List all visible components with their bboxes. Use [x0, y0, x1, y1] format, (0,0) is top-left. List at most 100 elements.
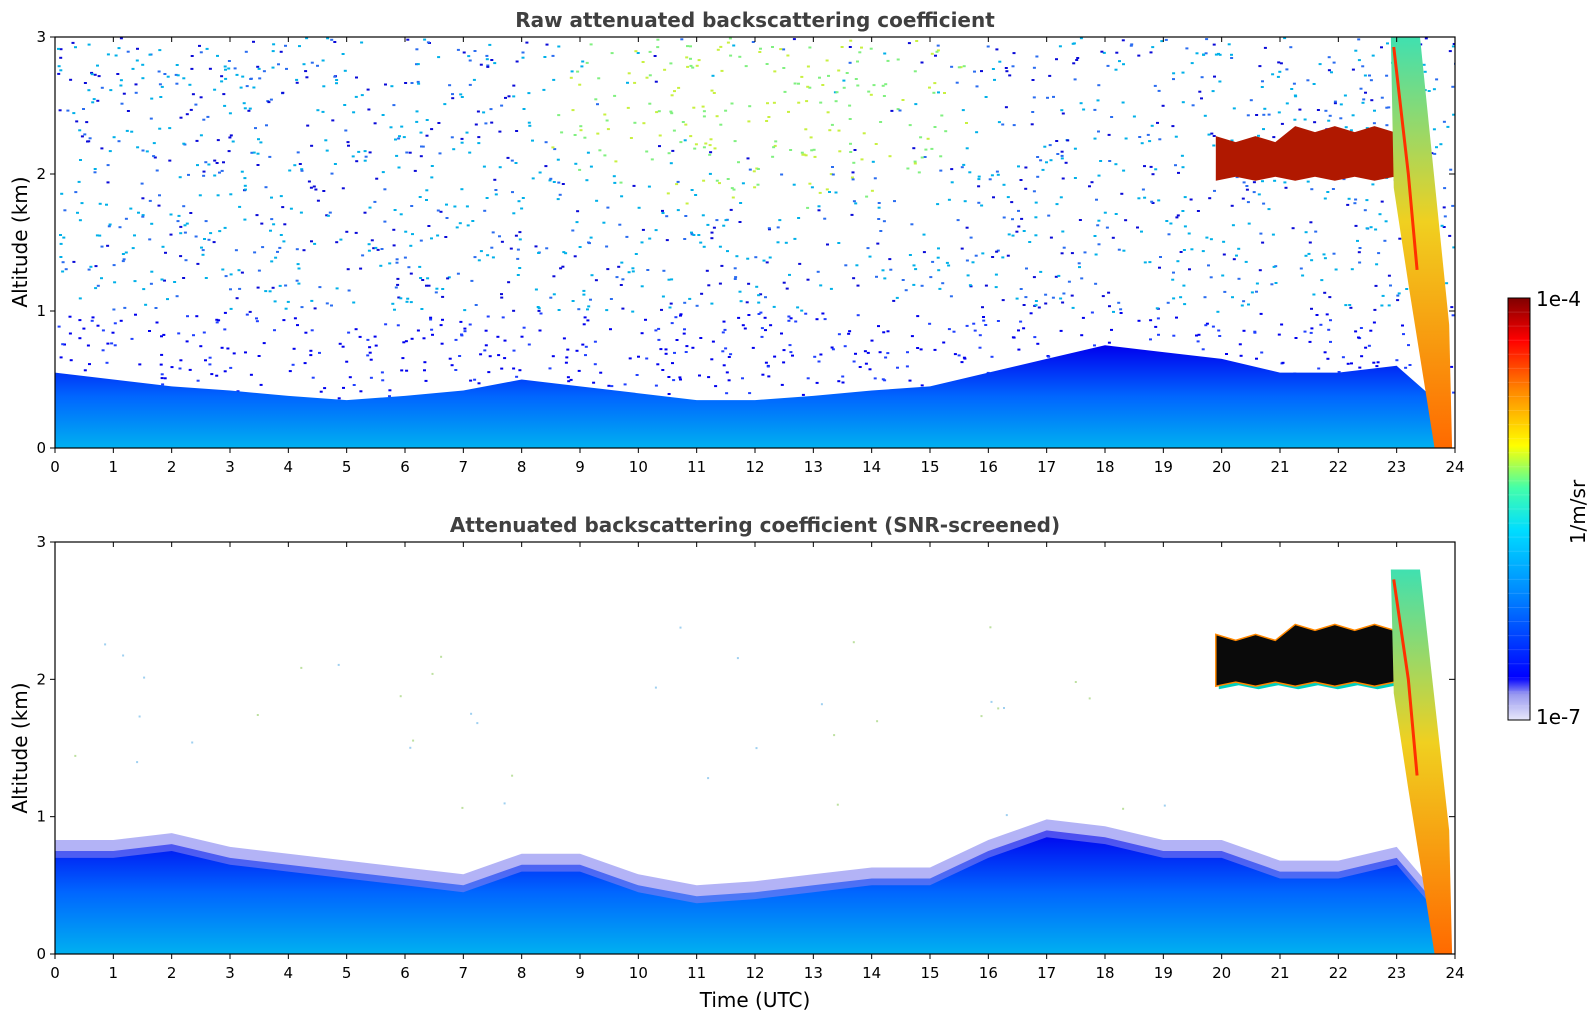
noise-speckle	[520, 335, 524, 338]
noise-speckle	[573, 134, 577, 136]
noise-speckle	[1209, 238, 1213, 241]
noise-speckle	[1357, 336, 1360, 339]
noise-speckle	[1292, 82, 1296, 85]
noise-speckle	[283, 223, 287, 226]
noise-speckle	[561, 265, 565, 268]
noise-speckle	[1075, 59, 1079, 61]
noise-speckle	[757, 294, 761, 297]
noise-speckle	[648, 237, 652, 240]
noise-speckle	[939, 169, 943, 172]
noise-speckle	[419, 131, 423, 134]
noise-speckle	[186, 315, 189, 318]
noise-speckle	[1112, 310, 1115, 313]
noise-speckle	[780, 332, 783, 335]
noise-speckle	[206, 115, 210, 118]
noise-speckle	[1019, 288, 1023, 290]
noise-speckle	[441, 295, 445, 298]
noise-speckle	[889, 268, 893, 271]
noise-speckle	[487, 371, 491, 374]
noise-speckle	[425, 199, 428, 201]
noise-speckle	[1195, 334, 1198, 337]
noise-speckle	[342, 386, 345, 389]
noise-speckle	[789, 317, 793, 320]
noise-speckle	[817, 209, 821, 212]
noise-speckle	[1148, 140, 1152, 143]
noise-speckle	[1257, 134, 1260, 137]
noise-speckle	[1329, 340, 1332, 343]
noise-speckle	[269, 98, 273, 101]
noise-speckle	[448, 84, 452, 87]
noise-speckle	[401, 357, 405, 360]
noise-speckle	[986, 45, 990, 48]
noise-speckle	[1012, 52, 1016, 55]
panel1-x-axis: 0 1 2 3 4 5 6 7 8 9 10 11 12 13 14 15 16 17 18 19 20 21 22 23 24	[50, 37, 1465, 476]
noise-speckle	[1237, 277, 1241, 280]
noise-speckle	[1129, 44, 1133, 47]
noise-speckle	[786, 54, 790, 57]
noise-speckle	[738, 290, 742, 293]
noise-speckle	[1201, 348, 1205, 351]
noise-speckle	[800, 151, 804, 154]
noise-speckle	[941, 282, 945, 285]
noise-speckle	[1175, 216, 1179, 219]
noise-speckle	[1375, 365, 1379, 368]
noise-speckle	[866, 351, 870, 354]
noise-speckle	[1099, 160, 1103, 162]
noise-speckle	[881, 269, 885, 272]
noise-speckle	[1259, 232, 1263, 235]
noise-speckle	[141, 215, 145, 218]
noise-speckle	[1255, 290, 1258, 293]
noise-speckle	[1312, 83, 1316, 85]
noise-speckle	[936, 256, 940, 259]
noise-speckle	[1247, 222, 1251, 225]
noise-speckle	[497, 354, 501, 357]
noise-speckle	[360, 41, 364, 44]
noise-speckle	[837, 242, 841, 244]
noise-speckle	[509, 247, 513, 250]
noise-speckle	[196, 379, 200, 382]
noise-speckle	[278, 246, 282, 249]
noise-speckle	[1120, 192, 1124, 195]
noise-speckle	[1349, 129, 1353, 132]
noise-speckle	[810, 149, 814, 152]
noise-speckle	[766, 365, 770, 368]
noise-speckle	[938, 287, 942, 290]
noise-speckle	[962, 65, 966, 68]
noise-speckle	[98, 202, 102, 205]
noise-speckle	[1141, 188, 1145, 191]
x-tick-label: 15	[920, 964, 939, 982]
noise-speckle	[642, 122, 646, 125]
noise-speckle	[1045, 161, 1048, 164]
noise-speckle	[1044, 293, 1048, 296]
noise-speckle	[1093, 137, 1097, 140]
noise-speckle	[772, 101, 776, 104]
noise-speckle	[1124, 137, 1128, 140]
noise-speckle	[922, 251, 926, 254]
noise-speckle	[321, 110, 325, 113]
noise-speckle	[204, 161, 208, 164]
noise-speckle	[439, 324, 443, 327]
noise-speckle	[1365, 199, 1369, 202]
noise-speckle	[1342, 178, 1346, 181]
x-tick-label: 16	[979, 458, 998, 476]
noise-speckle	[474, 123, 478, 126]
noise-speckle	[354, 95, 358, 98]
noise-speckle	[1158, 138, 1162, 141]
noise-speckle	[676, 209, 680, 212]
noise-speckle	[583, 316, 587, 319]
noise-speckle	[328, 211, 332, 214]
noise-speckle	[352, 111, 356, 114]
x-tick-label: 5	[342, 458, 352, 476]
noise-speckle	[126, 110, 130, 112]
noise-speckle	[517, 200, 521, 203]
noise-speckle	[1146, 133, 1150, 136]
noise-speckle	[490, 121, 494, 124]
noise-speckle	[199, 345, 203, 348]
noise-speckle	[182, 142, 186, 145]
noise-speckle	[1353, 202, 1357, 205]
noise-speckle	[923, 156, 927, 158]
noise-speckle	[419, 155, 423, 158]
speckle	[852, 641, 855, 644]
noise-speckle	[975, 85, 979, 88]
noise-speckle	[1230, 53, 1233, 56]
